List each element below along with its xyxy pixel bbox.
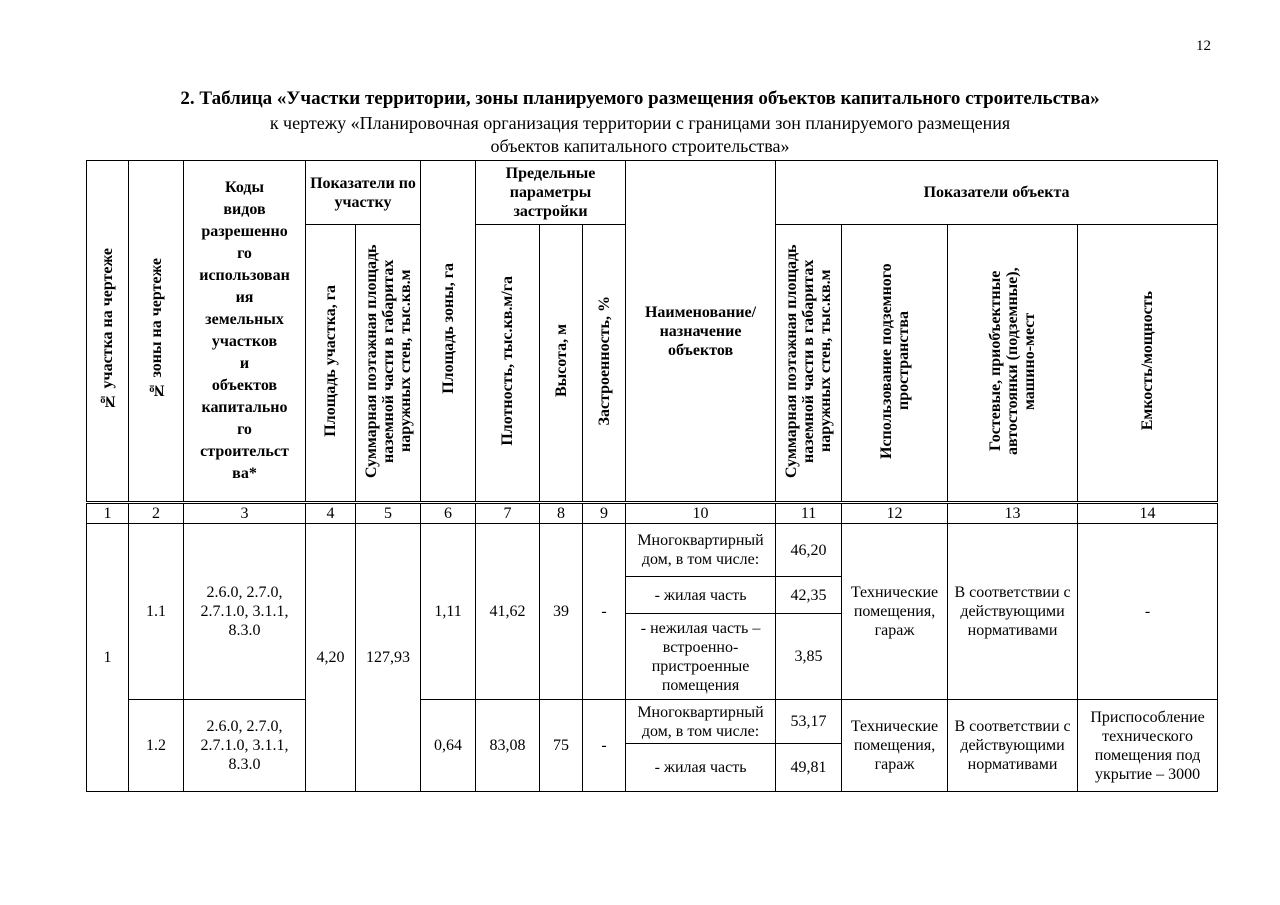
object-area: 42,35 (775, 576, 843, 614)
column-number: 13 (947, 501, 1079, 524)
header-plot-area: Площадь участка, га (305, 224, 356, 503)
column-number: 3 (183, 501, 306, 524)
column-number: 4 (305, 501, 356, 524)
column-number: 11 (775, 501, 843, 524)
column-number: 8 (539, 501, 584, 524)
object-area: 49,81 (775, 743, 843, 792)
plot-area: 4,20 (305, 523, 356, 792)
zone-height: 39 (539, 523, 584, 700)
column-number: 14 (1077, 501, 1219, 524)
column-number: 6 (420, 501, 477, 524)
header-zone-number: № зоны на чертеже (128, 160, 184, 503)
object-name: - нежилая часть – встроенно-пристроенные… (625, 613, 777, 700)
plot-number: 1 (86, 523, 129, 792)
object-area: 3,85 (775, 613, 843, 700)
header-plot-floor-area: Суммарная поэтажная площадь наземной час… (354, 224, 422, 503)
column-number: 12 (841, 501, 949, 524)
zone-parking: В соответствии с действующими нормативам… (947, 523, 1079, 700)
table-title: 2. Таблица «Участки территории, зоны пла… (180, 88, 1100, 109)
header-capacity: Емкость/мощность (1077, 224, 1219, 503)
zone-underground: Технические помещения, гараж (841, 699, 949, 792)
header-zone-area: Площадь зоны, га (420, 160, 477, 503)
header-density: Плотность, тыс.кв.м/га (475, 224, 541, 503)
header-height: Высота, м (539, 224, 584, 503)
header-underground: Использование подземного пространства (841, 224, 949, 503)
header-plot-number: № участка на чертеже (86, 160, 129, 503)
object-name: Многоквартирный дом, в том числе: (625, 523, 777, 577)
plot-floor-area: 127,93 (354, 523, 422, 792)
table-row: 1 1.1 2.6.0, 2.7.0, 2.7.1.0, 3.1.1, 8.3.… (86, 523, 1219, 792)
column-number: 10 (625, 501, 777, 524)
zone-number: 1.2 (128, 699, 184, 792)
column-number: 7 (475, 501, 541, 524)
column-number: 2 (128, 501, 184, 524)
header-coverage: Застроенность, % (582, 224, 627, 503)
header-group-limits: Предельные параметры застройки (475, 160, 627, 225)
header-codes: Коды видов разрешенно го использован ия … (183, 160, 306, 503)
header-group-object: Показатели объекта (775, 160, 1219, 225)
zone-codes: 2.6.0, 2.7.0, 2.7.1.0, 3.1.1, 8.3.0 (183, 523, 306, 700)
object-name: - жилая часть (625, 743, 777, 792)
table-subtitle-line1: к чертежу «Планировочная организация тер… (269, 113, 1011, 133)
zone-codes: 2.6.0, 2.7.0, 2.7.1.0, 3.1.1, 8.3.0 (183, 699, 306, 792)
zone-coverage: - (582, 523, 627, 700)
zone-coverage: - (582, 699, 627, 792)
table-row: - нежилая часть – встроенно-пристроенные… (87, 613, 1218, 700)
table-subtitle-line2: объектов капитального строительства» (490, 136, 790, 156)
zone-number: 1.1 (128, 523, 184, 700)
table-row: 1.2 2.6.0, 2.7.0, 2.7.1.0, 3.1.1, 8.3.0 … (87, 699, 1219, 792)
zone-density: 83,08 (475, 699, 541, 792)
zone-capacity: - (1077, 523, 1219, 700)
object-area: 53,17 (775, 699, 843, 744)
table-row: - жилая часть 42,35 (87, 576, 1218, 614)
header-group-plot: Показатели по участку (304, 160, 422, 225)
object-name: - жилая часть (625, 576, 777, 614)
zone-height: 75 (539, 699, 584, 792)
column-number: 9 (582, 501, 627, 524)
page-number: 12 (1196, 38, 1211, 54)
zone-area: 0,64 (420, 699, 477, 792)
header-object-name: Наименование/ назначение объектов (625, 160, 777, 503)
column-number: 1 (86, 501, 129, 524)
header-object-floor-area: Суммарная поэтажная площадь наземной час… (775, 224, 843, 503)
object-area: 46,20 (775, 523, 843, 577)
zone-parking: В соответствии с действующими нормативам… (947, 699, 1079, 792)
zone-density: 41,62 (475, 523, 541, 700)
header-parking: Гостевые, приобъектные автостоянки (подз… (947, 224, 1079, 503)
object-name: Многоквартирный дом, в том числе: (625, 699, 777, 744)
zone-area: 1,11 (420, 523, 477, 700)
zones-table: № участка на чертеже № зоны на чертеже К… (86, 160, 1219, 792)
zone-capacity: Приспособление технического помещения по… (1077, 699, 1219, 792)
zone-underground: Технические помещения, гараж (841, 523, 949, 700)
table-row: - жилая часть 49,81 (87, 743, 1218, 792)
column-numbers-row: 1 2 3 4 5 6 7 8 9 10 11 12 13 14 (86, 501, 1219, 524)
column-number: 5 (354, 501, 422, 524)
